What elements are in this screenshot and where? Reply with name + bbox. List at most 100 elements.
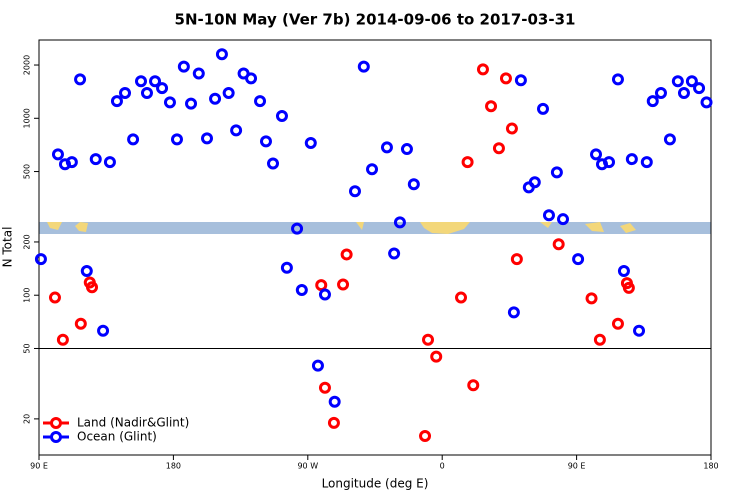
point bbox=[245, 72, 258, 85]
point bbox=[507, 306, 520, 319]
point bbox=[177, 60, 190, 73]
point bbox=[603, 156, 616, 169]
point bbox=[419, 430, 432, 443]
point bbox=[357, 60, 370, 73]
point bbox=[230, 124, 243, 137]
point bbox=[663, 133, 676, 146]
point bbox=[192, 67, 205, 80]
point bbox=[671, 75, 684, 88]
point bbox=[528, 176, 541, 189]
point bbox=[537, 102, 549, 115]
point bbox=[393, 216, 406, 229]
point bbox=[134, 75, 147, 88]
point bbox=[328, 395, 341, 408]
point bbox=[259, 135, 272, 148]
point bbox=[318, 288, 331, 301]
point bbox=[467, 379, 480, 392]
x-axis-label: Longitude (deg E) bbox=[322, 477, 429, 491]
point bbox=[611, 317, 624, 330]
y-tick-label: 100 bbox=[23, 288, 32, 303]
point bbox=[58, 158, 71, 171]
point bbox=[492, 142, 505, 155]
point bbox=[275, 110, 288, 123]
point bbox=[80, 265, 93, 278]
point bbox=[170, 133, 183, 146]
point bbox=[380, 141, 393, 154]
point bbox=[51, 148, 64, 161]
point bbox=[185, 97, 198, 110]
point bbox=[550, 166, 563, 179]
x-tick-label: 180 bbox=[703, 462, 718, 471]
point bbox=[295, 284, 308, 297]
point bbox=[388, 247, 401, 260]
y-tick-label: 500 bbox=[23, 164, 32, 179]
point bbox=[625, 153, 638, 166]
point bbox=[611, 73, 624, 86]
point bbox=[318, 381, 331, 394]
y-tick-label: 50 bbox=[23, 343, 32, 353]
point bbox=[677, 86, 690, 99]
point bbox=[291, 222, 304, 235]
point bbox=[514, 74, 527, 87]
point bbox=[340, 248, 353, 261]
point bbox=[510, 253, 523, 266]
point bbox=[127, 133, 140, 146]
point bbox=[149, 75, 162, 88]
y-tick-label: 200 bbox=[23, 234, 32, 249]
point bbox=[280, 261, 293, 274]
point bbox=[422, 333, 435, 346]
point bbox=[156, 82, 169, 95]
point bbox=[590, 148, 603, 161]
point bbox=[34, 253, 47, 266]
chart-title: 5N-10N May (Ver 7b) 2014-09-06 to 2017-0… bbox=[175, 11, 576, 29]
point bbox=[430, 350, 443, 363]
point bbox=[585, 292, 598, 305]
legend-marker bbox=[50, 431, 62, 443]
point bbox=[56, 333, 69, 346]
point bbox=[140, 86, 153, 99]
point bbox=[572, 253, 585, 266]
point bbox=[633, 324, 646, 337]
x-tick-label: 180 bbox=[166, 462, 181, 471]
x-tick-label: 0 bbox=[440, 462, 445, 471]
point bbox=[640, 156, 653, 169]
point bbox=[557, 213, 570, 226]
point bbox=[622, 281, 635, 294]
point bbox=[201, 132, 213, 145]
y-tick-label: 1000 bbox=[23, 108, 32, 128]
x-tick-label: 90 E bbox=[568, 462, 586, 471]
point bbox=[119, 86, 132, 99]
point bbox=[254, 95, 267, 108]
point bbox=[366, 163, 379, 176]
point bbox=[654, 86, 667, 99]
point bbox=[407, 178, 420, 191]
point bbox=[222, 86, 235, 99]
point bbox=[348, 185, 361, 198]
point bbox=[693, 82, 706, 95]
point bbox=[461, 156, 474, 169]
point bbox=[74, 73, 87, 86]
point bbox=[311, 359, 324, 372]
point bbox=[304, 136, 317, 149]
point bbox=[455, 291, 468, 304]
point bbox=[110, 95, 123, 108]
point bbox=[617, 265, 630, 278]
point bbox=[103, 156, 116, 169]
point bbox=[86, 281, 99, 294]
point bbox=[700, 96, 713, 109]
point bbox=[209, 92, 222, 105]
map-strip bbox=[39, 222, 711, 234]
y-tick-label: 20 bbox=[23, 414, 32, 424]
y-tick-label: 2000 bbox=[23, 55, 32, 75]
point bbox=[499, 72, 512, 85]
y-axis-label: N Total bbox=[1, 227, 15, 268]
point bbox=[267, 157, 280, 170]
point bbox=[215, 48, 228, 61]
point bbox=[593, 333, 606, 346]
point bbox=[97, 324, 110, 337]
point bbox=[315, 279, 328, 292]
point bbox=[476, 63, 489, 76]
x-tick-label: 90 E bbox=[30, 462, 48, 471]
point bbox=[89, 153, 102, 166]
